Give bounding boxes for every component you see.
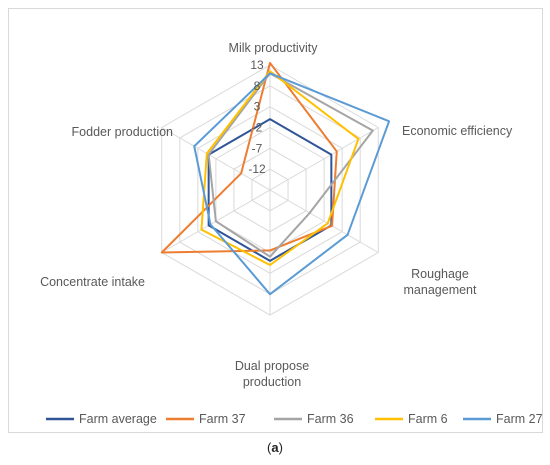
radar-spokes <box>161 65 379 315</box>
tick-label-5: -12 <box>248 162 266 176</box>
series-line-3 <box>200 70 360 266</box>
tick-label-0: 13 <box>250 58 264 72</box>
tick-label-1: 8 <box>254 79 261 93</box>
axis-label-4: Concentrate intake <box>40 275 145 289</box>
series-line-2 <box>207 72 374 258</box>
chart-frame <box>8 8 543 433</box>
series-line-1 <box>160 61 338 254</box>
axis-labels: Milk productivity Economic efficiency Roug… <box>40 41 513 389</box>
tick-label-2: 3 <box>254 100 261 114</box>
radar-series <box>160 61 391 296</box>
axis-label-0: Milk productivity <box>229 41 319 55</box>
spoke-5 <box>161 127 271 191</box>
legend-label-4: Farm 27 <box>496 412 543 426</box>
figure-caption: (a) <box>267 440 283 455</box>
series-line-4 <box>193 72 391 296</box>
axis-label-2: Roughage management <box>404 267 477 297</box>
spoke-2 <box>269 189 379 253</box>
caption-letter: a <box>271 440 279 455</box>
axis-label-1: Economic efficiency <box>402 124 513 138</box>
tick-labels: 13 8 3 -2 -7 -12 <box>248 58 266 176</box>
spoke-1 <box>269 127 379 191</box>
legend-label-1: Farm 37 <box>199 412 246 426</box>
legend-label-0: Farm average <box>79 412 157 426</box>
axis-label-3: Dual propose production <box>235 359 309 389</box>
tick-label-4: -7 <box>252 141 263 155</box>
axis-label-5: Fodder production <box>72 125 174 139</box>
tick-label-3: -2 <box>252 121 263 135</box>
legend-label-2: Farm 36 <box>307 412 354 426</box>
legend-label-3: Farm 6 <box>408 412 448 426</box>
legend: Farm average Farm 37 Farm 36 Farm 6 Farm 27 <box>46 412 543 426</box>
